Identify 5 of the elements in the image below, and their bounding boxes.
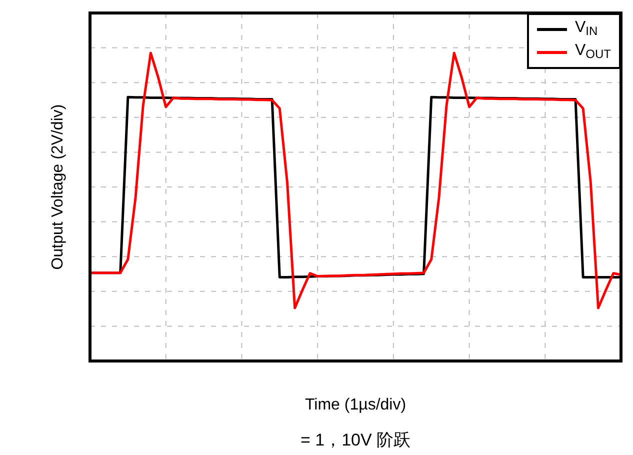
x-axis-title: Time (1µs/div) (304, 396, 406, 414)
legend-label: V$_{OUT}$ (574, 41, 611, 63)
text: = 1，10V 阶跃 (300, 430, 411, 450)
y-axis-title: Output Voltage (2V/div) (49, 104, 66, 270)
legend-label: V$_{IN}$ (574, 18, 598, 40)
